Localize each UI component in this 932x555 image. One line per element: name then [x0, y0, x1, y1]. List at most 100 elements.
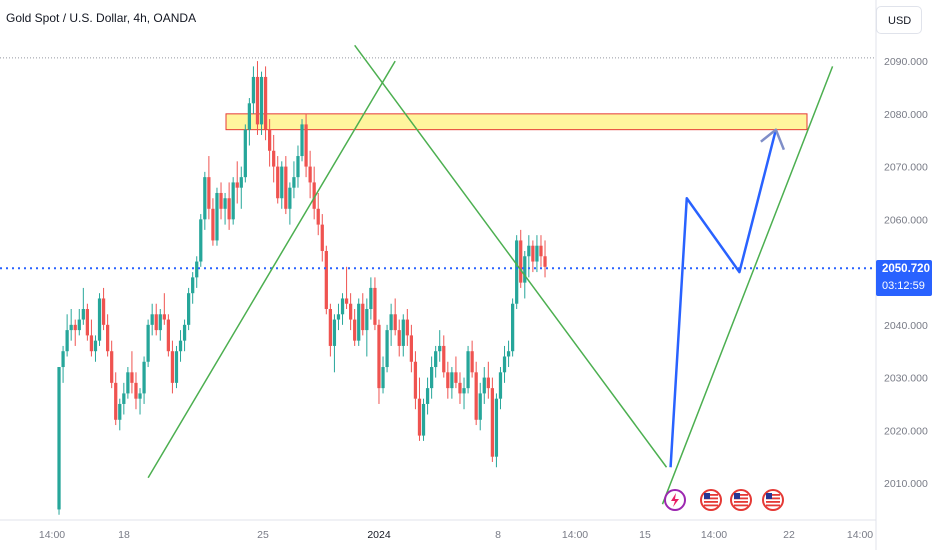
candle-body	[336, 314, 341, 320]
candle-body	[519, 240, 523, 283]
candle-body	[130, 372, 134, 383]
candle-body	[434, 351, 438, 368]
candle-body	[369, 287, 373, 310]
candle-body	[231, 182, 235, 220]
candle-body	[393, 314, 397, 331]
candle-body	[268, 129, 272, 151]
y-tick-label: 2030.000	[884, 373, 928, 385]
us-flag-icon[interactable]	[700, 489, 722, 511]
candle-body	[122, 393, 126, 404]
candle-body	[57, 367, 61, 510]
candle-body	[344, 298, 349, 304]
candle-body	[442, 345, 446, 373]
candle-body	[284, 166, 288, 209]
candle-body	[227, 198, 231, 220]
candle-body	[381, 367, 385, 389]
candle-body	[462, 388, 466, 394]
candle-body	[466, 351, 470, 389]
candle-body	[397, 330, 401, 346]
x-tick-label: 14:00	[39, 529, 65, 541]
candle-body	[353, 319, 357, 341]
candle-body	[195, 261, 199, 278]
candle-body	[73, 324, 77, 331]
x-tick-label: 15	[639, 529, 651, 541]
candle-body	[166, 319, 170, 352]
candle-body	[114, 382, 118, 420]
candle-body	[373, 287, 377, 325]
candle-body	[446, 372, 450, 389]
candle-body	[506, 351, 511, 357]
candle-body	[272, 150, 276, 167]
candle-body	[276, 166, 280, 199]
candle-body	[417, 398, 422, 436]
candle-body	[511, 303, 515, 352]
x-tick-label: 14:00	[847, 529, 873, 541]
lightning-icon[interactable]	[664, 489, 686, 511]
candle-body	[340, 298, 345, 315]
candle-body	[280, 166, 284, 199]
candle-body	[482, 377, 486, 394]
candle-body	[199, 219, 203, 262]
candle-body	[247, 103, 251, 130]
candle-body	[235, 182, 239, 188]
candle-body	[178, 340, 183, 352]
candle-body	[215, 192, 219, 241]
y-tick-label: 2060.000	[884, 214, 928, 226]
candle-body	[357, 303, 361, 341]
candle-body	[118, 403, 122, 420]
candle-body	[401, 319, 405, 346]
candle-body	[300, 124, 304, 157]
candle-body	[251, 76, 256, 104]
currency-button[interactable]: USD	[876, 6, 922, 34]
candle-body	[324, 250, 328, 310]
candle-body	[332, 319, 337, 346]
candle-body	[502, 356, 507, 373]
candle-body	[430, 367, 434, 389]
us-flag-icon[interactable]	[762, 489, 784, 511]
candle-body	[158, 314, 162, 331]
x-tick-label: 8	[495, 529, 501, 541]
candle-body	[97, 298, 102, 341]
chart-title: Gold Spot / U.S. Dollar, 4h, OANDA	[6, 11, 197, 25]
candle-body	[65, 330, 69, 352]
candle-body	[77, 319, 81, 331]
x-tick-label: 2024	[367, 529, 391, 541]
candle-body	[312, 182, 316, 209]
candle-body	[239, 177, 243, 188]
candle-body	[296, 156, 300, 178]
candle-body	[219, 192, 223, 209]
x-tick-label: 22	[783, 529, 795, 541]
candle-body	[409, 335, 413, 362]
last-price-tag: 2050.720 03:12:59	[876, 260, 932, 296]
candle-body	[438, 345, 442, 352]
trendline	[354, 44, 668, 468]
candle-body	[126, 372, 130, 394]
candle-body	[89, 335, 94, 352]
y-tick-label: 2010.000	[884, 478, 928, 490]
candle-body	[490, 388, 494, 457]
candle-body	[425, 388, 430, 404]
candle-body	[458, 382, 462, 394]
y-tick-label: 2040.000	[884, 320, 928, 332]
candle-body	[85, 309, 89, 336]
y-tick-label: 2090.000	[884, 56, 928, 68]
candle-body	[263, 76, 268, 130]
candle-body	[494, 398, 499, 457]
candle-body	[93, 340, 98, 352]
candle-body	[146, 324, 150, 362]
candle-body	[377, 324, 381, 389]
candle-body	[316, 208, 320, 225]
us-flag-icon[interactable]	[730, 489, 752, 511]
trendline	[147, 60, 396, 479]
candle-body	[454, 372, 458, 383]
candle-body	[69, 324, 73, 331]
y-tick-label: 2020.000	[884, 425, 928, 437]
candle-body	[385, 330, 389, 368]
x-tick-label: 25	[257, 529, 269, 541]
candle-body	[259, 76, 264, 125]
x-tick-label: 14:00	[701, 529, 727, 541]
candle-body	[203, 177, 207, 220]
x-tick-label: 18	[118, 529, 130, 541]
